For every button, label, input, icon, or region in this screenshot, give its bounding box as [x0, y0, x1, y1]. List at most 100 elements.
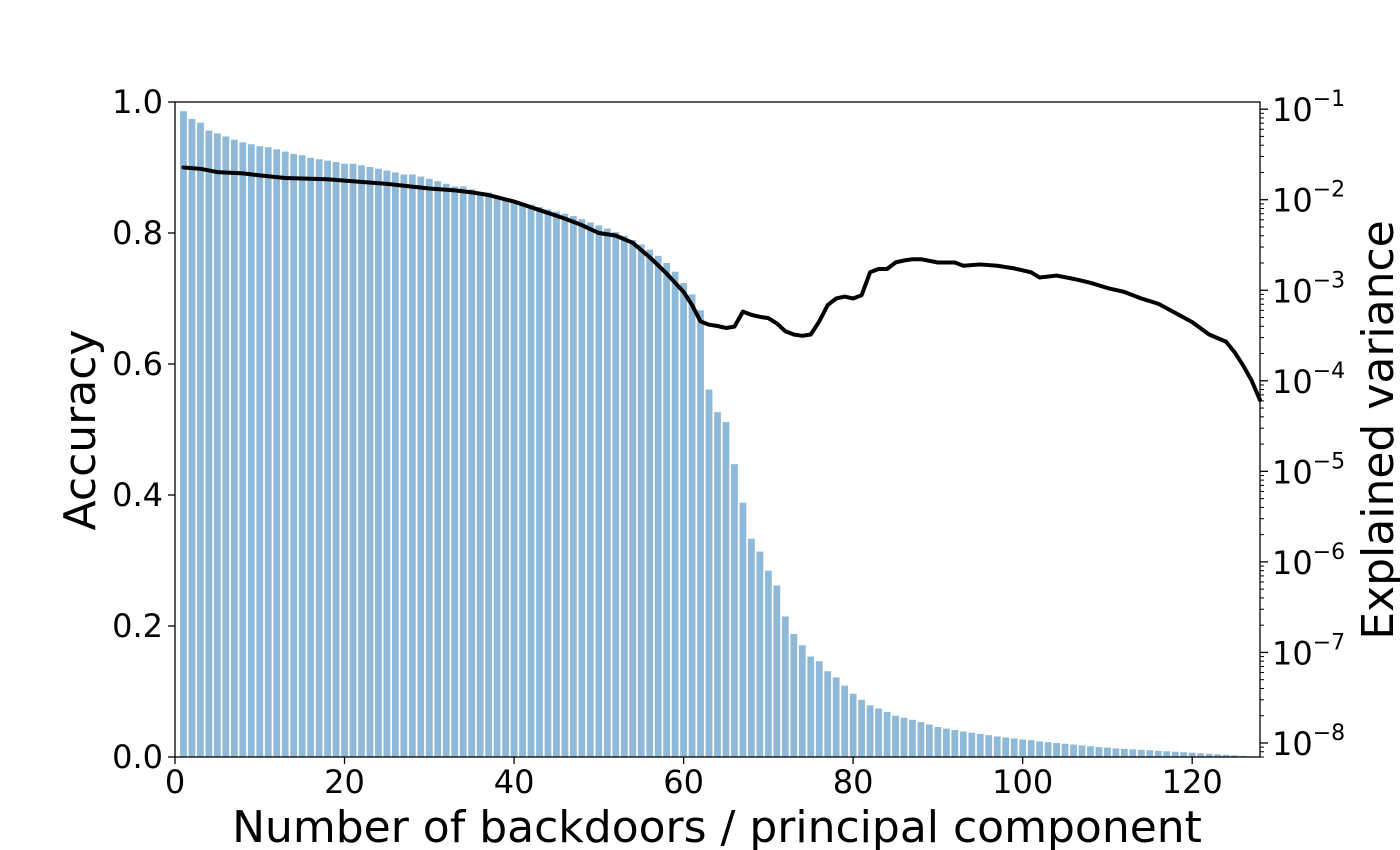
- variance-bar: [1070, 744, 1077, 757]
- variance-bar: [264, 147, 272, 758]
- variance-bar: [646, 249, 654, 757]
- y2-tick-label: 10−5: [1272, 449, 1345, 491]
- variance-bar: [875, 708, 882, 757]
- variance-bar: [1002, 737, 1010, 757]
- variance-bar: [502, 199, 509, 757]
- variance-bar: [1120, 748, 1128, 757]
- variance-bar: [781, 616, 789, 757]
- variance-bar: [493, 195, 501, 758]
- variance-bar: [1188, 752, 1196, 757]
- variance-bar: [1095, 747, 1103, 757]
- variance-bar: [680, 283, 687, 757]
- variance-bar: [417, 176, 425, 758]
- variance-bar: [714, 412, 721, 757]
- variance-bar: [315, 159, 323, 758]
- variance-bar: [510, 200, 518, 757]
- variance-bar: [1197, 753, 1205, 757]
- variance-bar: [197, 122, 204, 757]
- variance-bar: [1019, 739, 1027, 757]
- x-axis-title: Number of backdoors / principal componen…: [232, 802, 1202, 850]
- variance-bar: [688, 294, 696, 757]
- variance-bar: [985, 735, 993, 757]
- variance-bar: [705, 389, 713, 757]
- variance-bar: [959, 731, 967, 757]
- variance-bar: [1053, 742, 1060, 757]
- variance-bar: [748, 538, 755, 757]
- variance-bar: [586, 222, 594, 757]
- variance-bar: [892, 715, 899, 757]
- variance-bar: [841, 685, 849, 757]
- variance-bar: [858, 699, 865, 757]
- x-tick-label: 20: [324, 763, 365, 801]
- variance-bar: [425, 178, 433, 758]
- variance-bar: [213, 133, 221, 757]
- variance-bar: [1205, 753, 1213, 757]
- y2-tick-label: 10−2: [1272, 178, 1345, 220]
- variance-bar: [1087, 746, 1094, 757]
- variance-bar: [341, 163, 348, 757]
- variance-bar: [536, 207, 543, 758]
- variance-bar: [629, 239, 637, 757]
- variance-bar: [1027, 740, 1035, 757]
- y-tick-label: 0.0: [112, 738, 163, 776]
- variance-bar: [332, 162, 340, 757]
- variance-bar: [909, 719, 916, 757]
- y-axis-ticks: 0.0 0.2 0.4 0.6 0.8 1.0: [112, 83, 175, 776]
- variance-bar: [671, 271, 679, 757]
- variance-bar: [968, 732, 976, 757]
- x-tick-label: 80: [833, 763, 874, 801]
- variance-bar: [290, 153, 298, 758]
- y2-tick-label: 10−7: [1272, 630, 1345, 672]
- variance-bar: [468, 189, 476, 757]
- variance-bar: [1214, 754, 1222, 757]
- variance-bar: [697, 310, 704, 757]
- variance-bar: [849, 693, 857, 757]
- variance-bar: [561, 213, 569, 758]
- variance-bar: [256, 146, 264, 757]
- variance-bar: [756, 551, 764, 757]
- variance-bar: [798, 645, 806, 757]
- x-tick-label: 0: [165, 763, 185, 801]
- variance-bar: [934, 727, 942, 757]
- plot-frame: [174, 101, 1261, 758]
- variance-bar: [1163, 751, 1171, 757]
- variance-bar: [222, 136, 230, 757]
- variance-bar: [375, 168, 382, 757]
- variance-bar: [832, 677, 840, 757]
- y-tick-label: 0.4: [112, 476, 163, 514]
- variance-bar: [383, 170, 391, 758]
- variance-bar: [1129, 749, 1137, 757]
- variance-bar: [570, 216, 577, 758]
- variance-bar: [527, 204, 535, 758]
- variance-bar: [866, 705, 874, 757]
- variance-bar: [731, 464, 738, 757]
- variance-bar: [205, 130, 213, 758]
- variance-bar: [358, 165, 365, 758]
- variance-bar: [434, 181, 442, 758]
- variance-bar: [883, 711, 891, 757]
- variance-bar: [764, 570, 772, 757]
- variance-bar: [951, 730, 959, 757]
- variance-bar: [603, 228, 611, 757]
- variance-bar: [1231, 755, 1238, 757]
- variance-bar: [1078, 745, 1086, 757]
- variance-bar: [773, 585, 781, 757]
- x-tick-label: 100: [992, 763, 1053, 801]
- variance-bar: [1112, 748, 1120, 757]
- variance-bar: [993, 736, 1001, 757]
- variance-bar: [307, 157, 315, 758]
- variance-bar: [1104, 747, 1111, 757]
- variance-bar: [663, 263, 671, 757]
- variance-bar: [1154, 750, 1162, 757]
- x-tick-label: 40: [494, 763, 535, 801]
- x-tick-label: 120: [1162, 763, 1223, 801]
- variance-bar: [1010, 738, 1018, 757]
- variance-bar: [519, 202, 526, 758]
- variance-bar: [1061, 743, 1069, 757]
- variance-bar: [1137, 749, 1145, 757]
- variance-bar: [620, 235, 628, 758]
- variance-bar: [1146, 750, 1154, 757]
- variance-bar: [1036, 741, 1043, 757]
- variance-bar: [1222, 754, 1230, 757]
